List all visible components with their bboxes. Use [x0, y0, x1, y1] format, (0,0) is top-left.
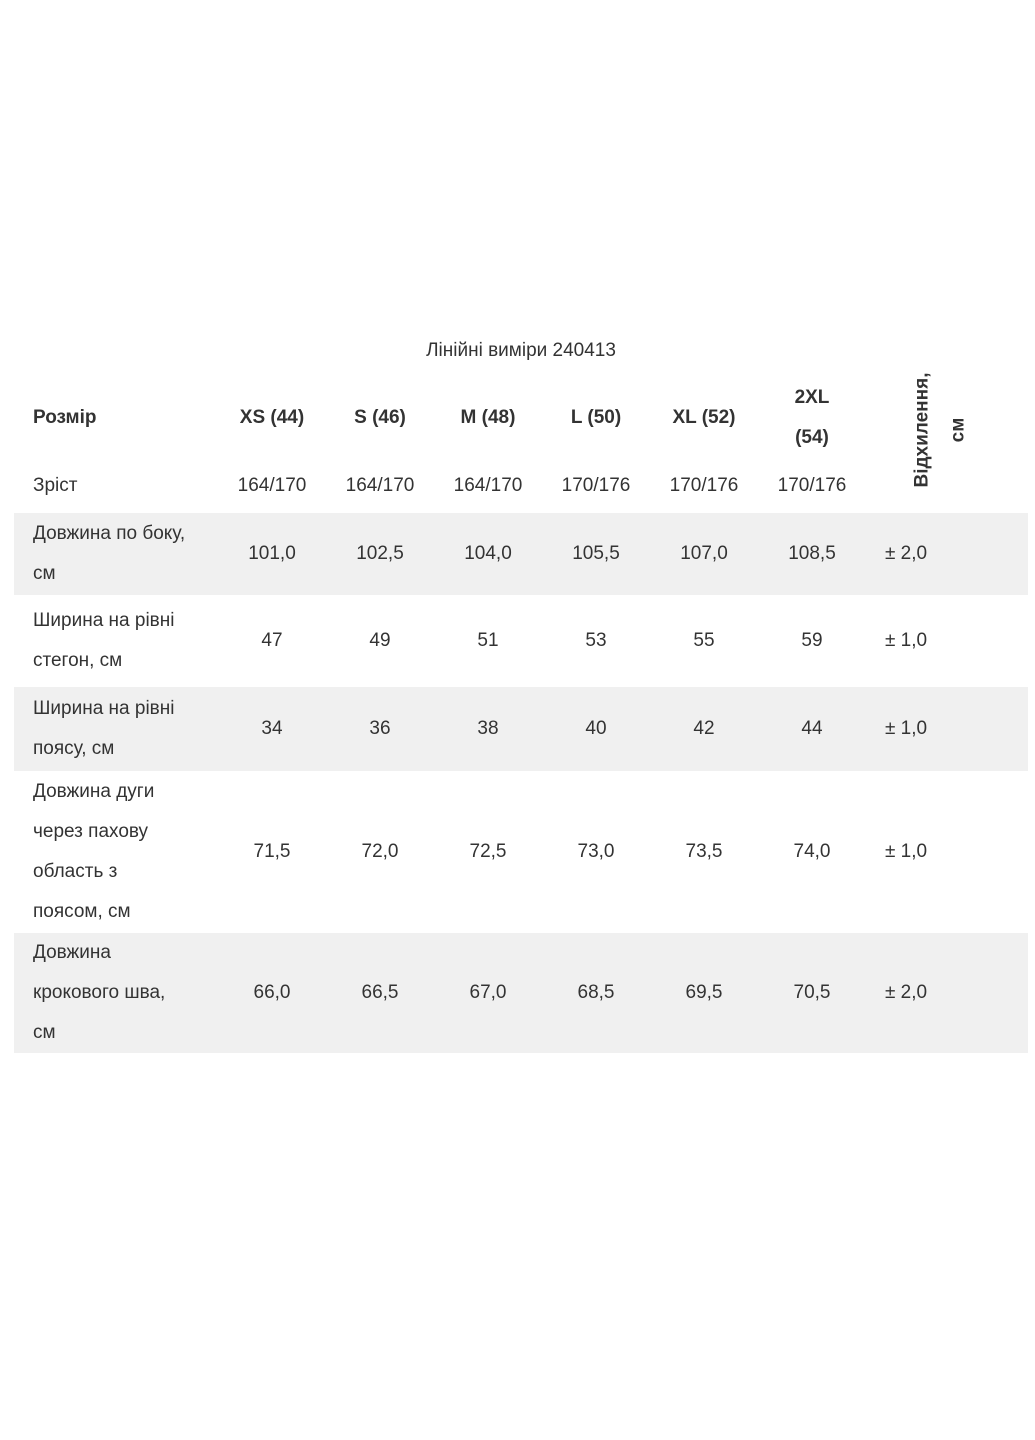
- value-cell: 72,0: [361, 841, 399, 862]
- value-cell: 67,0: [469, 982, 507, 1003]
- table-row-height: Зріст 164/170 164/170 164/170 170/176 17…: [14, 459, 1028, 513]
- filler-cell: [946, 687, 1028, 771]
- value-cell: 104,0: [464, 543, 512, 564]
- value-cell: 164/170: [237, 475, 307, 496]
- row-label: Довжина дуги через пахову область з пояс…: [33, 781, 155, 922]
- value-cell: 108,5: [788, 543, 836, 564]
- value-cell: 105,5: [572, 543, 620, 564]
- value-cell: 107,0: [680, 543, 728, 564]
- value-cell: 34: [261, 718, 283, 739]
- value-cell: 164/170: [345, 475, 415, 496]
- value-cell: 55: [693, 630, 715, 651]
- value-cell: 42: [693, 718, 715, 739]
- value-cell: 74,0: [793, 841, 831, 862]
- row-label: Ширина на рівні поясу, см: [33, 698, 175, 759]
- value-cell: 73,0: [577, 841, 615, 862]
- value-cell: 70,5: [793, 982, 831, 1003]
- header-size-2xl: 2XL (54): [794, 386, 830, 448]
- row-label: Довжина по боку, см: [33, 523, 186, 584]
- table-row-waist-width: Ширина на рівні поясу, см 34 36 38 40 42…: [14, 687, 1028, 771]
- row-label: Ширина на рівні стегон, см: [33, 610, 175, 671]
- value-cell: 73,5: [685, 841, 723, 862]
- header-size-m: M (48): [460, 406, 516, 428]
- filler-cell: [946, 595, 1028, 687]
- value-cell: 170/176: [561, 475, 631, 496]
- header-size-s: S (46): [354, 406, 406, 428]
- value-cell: 102,5: [356, 543, 404, 564]
- deviation-column-header-text: Відхилення, см: [911, 372, 969, 488]
- deviation-cell: ± 1,0: [884, 841, 928, 862]
- value-cell: 72,5: [469, 841, 507, 862]
- deviation-cell: ± 2,0: [884, 543, 928, 564]
- filler-cell: [946, 771, 1028, 933]
- table-header-row: Розмір XS (44) S (46) M (48) L (50) XL (…: [14, 376, 1028, 459]
- value-cell: 51: [477, 630, 499, 651]
- value-cell: 40: [585, 718, 607, 739]
- filler-cell: [946, 933, 1028, 1053]
- filler-cell: [946, 513, 1028, 595]
- value-cell: 170/176: [669, 475, 739, 496]
- value-cell: 36: [369, 718, 391, 739]
- value-cell: 170/176: [777, 475, 847, 496]
- header-size-xl: XL (52): [672, 406, 736, 428]
- deviation-column-header: Відхилення, см: [888, 352, 992, 508]
- value-cell: 38: [477, 718, 499, 739]
- value-cell: 164/170: [453, 475, 523, 496]
- deviation-cell: ± 1,0: [884, 718, 928, 739]
- row-label: Зріст: [33, 475, 78, 496]
- size-table: Розмір XS (44) S (46) M (48) L (50) XL (…: [14, 376, 1028, 1053]
- deviation-cell: ± 1,0: [884, 630, 928, 651]
- value-cell: 69,5: [685, 982, 723, 1003]
- header-size-label: Розмір: [33, 406, 97, 428]
- value-cell: 53: [585, 630, 607, 651]
- header-size-l: L (50): [570, 406, 622, 428]
- deviation-cell: ± 2,0: [884, 982, 928, 1003]
- table-row-hip-width: Ширина на рівні стегон, см 47 49 51 53 5…: [14, 595, 1028, 687]
- value-cell: 59: [801, 630, 823, 651]
- value-cell: 66,5: [361, 982, 399, 1003]
- value-cell: 49: [369, 630, 391, 651]
- value-cell: 68,5: [577, 982, 615, 1003]
- table-row-side-length: Довжина по боку, см 101,0 102,5 104,0 10…: [14, 513, 1028, 595]
- value-cell: 71,5: [253, 841, 291, 862]
- table-row-crotch-arc: Довжина дуги через пахову область з пояс…: [14, 771, 1028, 933]
- value-cell: 101,0: [248, 543, 296, 564]
- value-cell: 66,0: [253, 982, 291, 1003]
- header-size-xs: XS (44): [239, 406, 305, 428]
- page-title: Лінійні виміри 240413: [426, 340, 616, 361]
- value-cell: 47: [261, 630, 283, 651]
- value-cell: 44: [801, 718, 823, 739]
- table-row-inseam: Довжина крокового шва, см 66,0 66,5 67,0…: [14, 933, 1028, 1053]
- row-label: Довжина крокового шва, см: [33, 942, 166, 1043]
